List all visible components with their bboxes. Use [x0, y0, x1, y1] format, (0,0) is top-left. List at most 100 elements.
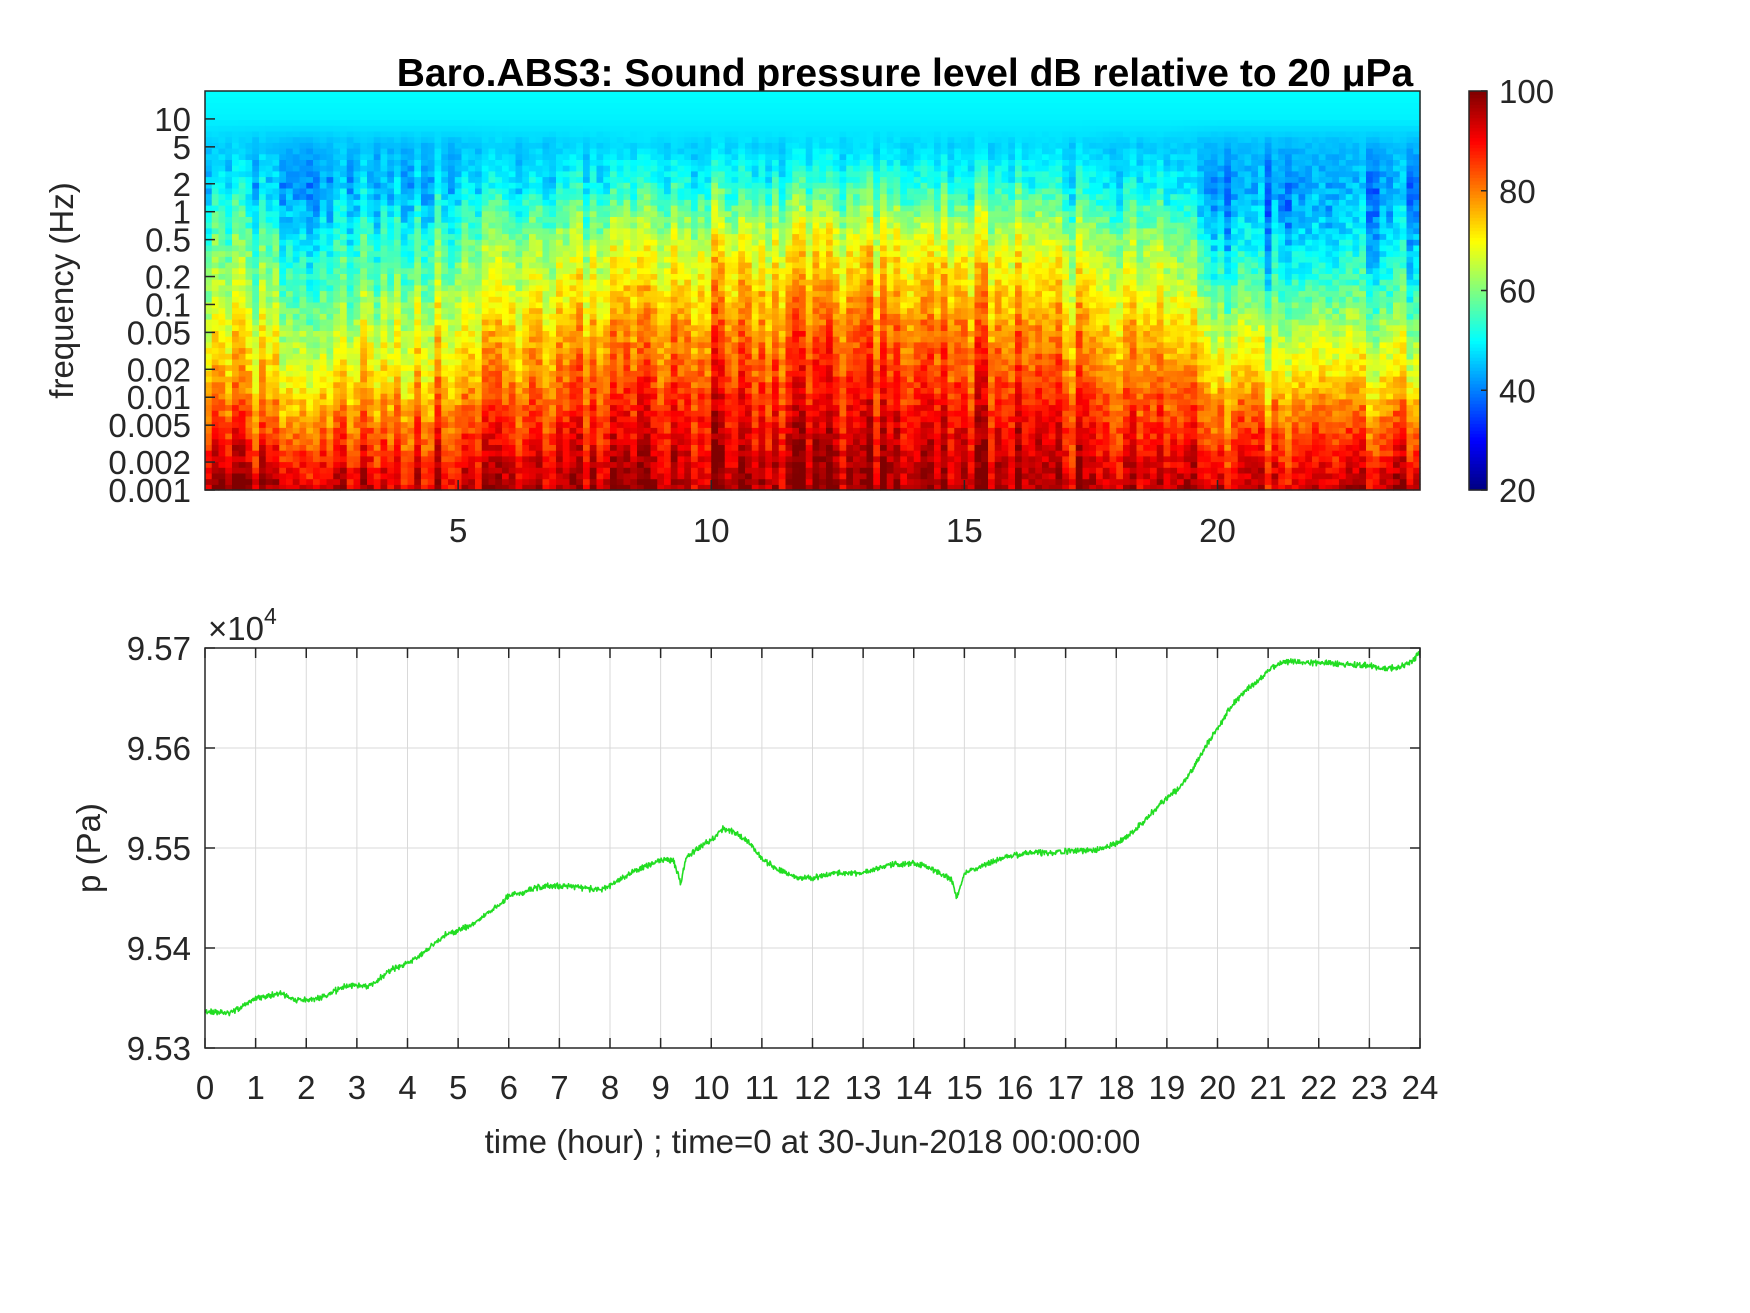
spectrogram-cell — [313, 319, 321, 326]
spectrogram-cell — [495, 136, 503, 143]
spectrogram-cell — [569, 353, 577, 360]
spectrogram-cell — [286, 450, 294, 457]
spectrogram-cell — [454, 330, 463, 337]
spectrogram-cell — [657, 421, 665, 428]
spectrogram-cell — [380, 102, 388, 109]
spectrogram-cell — [421, 159, 429, 166]
spectrogram-cell — [522, 467, 530, 474]
spectrogram-cell — [232, 433, 240, 440]
spectrogram-cell — [556, 410, 564, 417]
spectrogram-cell — [218, 182, 226, 189]
spectrogram-cell — [542, 170, 550, 178]
spectrogram-cell — [549, 273, 557, 280]
spectrogram-cell — [677, 307, 685, 314]
spectrogram-cell — [259, 307, 267, 314]
spectrogram-cell — [677, 461, 685, 468]
spectrogram-cell — [603, 387, 611, 394]
spectrogram-cell — [508, 113, 517, 121]
spectrogram-cell — [583, 393, 591, 400]
spectrogram-cell — [502, 336, 510, 343]
spectrogram-cell — [299, 296, 307, 303]
spectrogram-cell — [286, 364, 294, 371]
spectrogram-cell — [481, 142, 490, 149]
spectrogram-cell — [238, 410, 247, 417]
spectrogram-cell — [360, 148, 368, 155]
spectrogram-cell — [407, 142, 415, 149]
spectrogram-cell — [475, 222, 483, 229]
spectrogram-cell — [596, 199, 604, 206]
spectrogram-cell — [684, 364, 692, 371]
spectrogram-cell — [549, 125, 557, 132]
spectrogram-cell — [394, 364, 402, 371]
spectrogram-cell — [353, 102, 361, 109]
spectrogram-cell — [549, 438, 557, 445]
spectrogram-cell — [488, 102, 496, 109]
spectrogram-cell — [508, 205, 517, 212]
spectrogram-cell — [583, 187, 591, 195]
spectrogram-cell — [306, 427, 314, 434]
spectrogram-cell — [454, 404, 463, 411]
spectrogram-cell — [475, 256, 483, 263]
spectrogram-cell — [576, 113, 584, 121]
spectrogram-cell — [434, 427, 442, 434]
spectrogram-cell — [373, 336, 382, 343]
spectrogram-cell — [529, 433, 537, 440]
spectrogram-cell — [367, 370, 375, 377]
spectrogram-cell — [549, 159, 557, 166]
spectrogram-cell — [468, 313, 476, 320]
spectrogram-cell — [272, 96, 280, 103]
spectrogram-cell — [461, 301, 469, 309]
spectrogram-cell — [319, 387, 328, 394]
spectrogram-cell — [333, 182, 341, 189]
spectrogram-cell — [414, 370, 422, 377]
spectrogram-cell — [461, 176, 469, 183]
spectrogram-cell — [326, 210, 334, 217]
spectrogram-cell — [542, 233, 550, 240]
spectrogram-cell — [481, 478, 490, 485]
spectrogram-cell — [434, 461, 442, 468]
spectrogram-cell — [643, 182, 652, 189]
spectrogram-cell — [502, 358, 510, 366]
spectrogram-cell — [508, 330, 517, 337]
spectrogram-cell — [549, 404, 557, 411]
spectrogram-cell — [265, 387, 274, 394]
spectrogram-cell — [326, 159, 334, 166]
spectrogram-cell — [481, 410, 490, 417]
spectrogram-cell — [279, 284, 287, 292]
spectrogram-cell — [529, 256, 537, 263]
spectrogram-cell — [630, 187, 638, 195]
spectrogram-cell — [441, 119, 449, 126]
spectrogram-cell — [313, 484, 321, 491]
spectrogram-cell — [353, 301, 361, 309]
spectrogram-cell — [346, 444, 355, 451]
spectrogram-cell — [529, 393, 537, 400]
spectrogram-cell — [670, 233, 679, 240]
spectrogram-cell — [400, 433, 409, 440]
spectrogram-cell — [421, 444, 429, 451]
spectrogram-cell — [637, 290, 645, 297]
spectrogram-cell — [306, 341, 314, 349]
spectrogram-cell — [643, 433, 652, 440]
spectrogram-cell — [529, 410, 537, 417]
spectrogram-cell — [407, 244, 415, 252]
spectrogram-cell — [306, 353, 314, 360]
spectrogram-cell — [603, 370, 611, 377]
spectrogram-cell — [542, 136, 550, 143]
spectrogram-cell — [205, 256, 213, 263]
spectrogram-cell — [421, 467, 429, 474]
spectrogram-cell — [205, 319, 213, 326]
spectrogram-cell — [259, 267, 267, 274]
spectrogram-cell — [630, 398, 638, 406]
spectrogram-cell — [637, 153, 645, 160]
spectrogram-cell — [407, 393, 415, 400]
spectrogram-cell — [468, 216, 476, 223]
spectrogram-cell — [211, 108, 220, 115]
spectrogram-cell — [468, 148, 476, 155]
spectrogram-cell — [562, 313, 571, 320]
spectrogram-cell — [468, 358, 476, 366]
spectrogram-cell — [245, 393, 253, 400]
spectrogram-cell — [333, 450, 341, 457]
spectrogram-cell — [630, 119, 638, 126]
spectrogram-cell — [535, 153, 544, 160]
spectrogram-cell — [562, 307, 571, 314]
